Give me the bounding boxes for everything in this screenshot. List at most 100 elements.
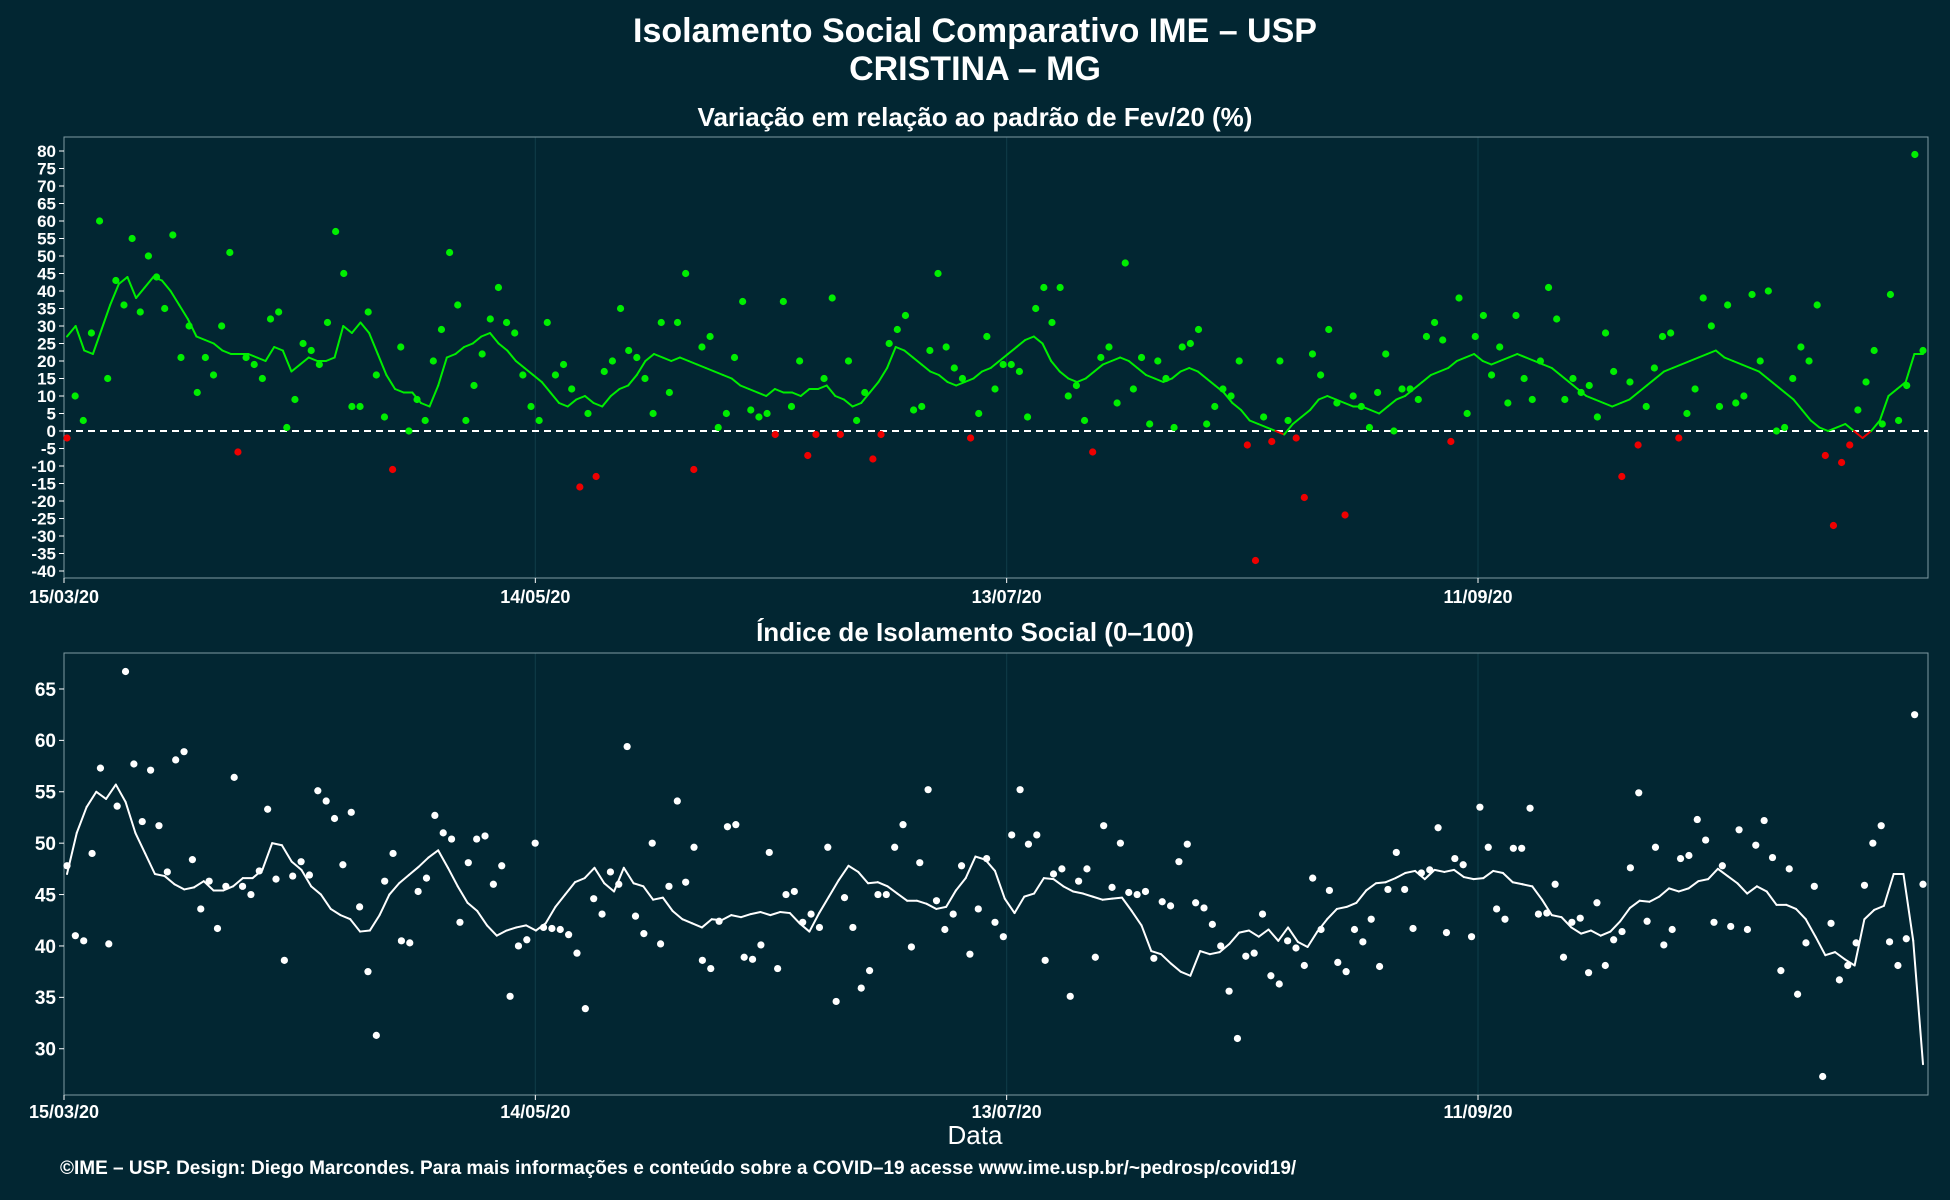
data-point	[949, 910, 957, 918]
data-point	[1258, 910, 1267, 918]
data-point	[1650, 364, 1658, 372]
data-point	[136, 308, 144, 316]
plot-frame	[63, 652, 1929, 1096]
data-point	[1471, 332, 1479, 341]
trend-segment	[974, 855, 987, 861]
data-point	[454, 301, 462, 309]
trend-segment	[876, 881, 889, 888]
trend-segment	[558, 402, 569, 408]
data-point	[1100, 822, 1108, 830]
trend-segment	[963, 377, 975, 383]
data-point	[804, 451, 812, 460]
data-point	[1056, 283, 1064, 292]
trend-segment	[1482, 869, 1495, 880]
trend-segment	[720, 914, 733, 922]
data-point	[1707, 322, 1715, 330]
data-point	[1392, 848, 1400, 857]
data-point	[1501, 915, 1509, 923]
data-point	[1852, 939, 1860, 947]
trend-segment	[532, 374, 543, 383]
data-point	[1390, 427, 1398, 435]
trend-segment	[1287, 926, 1299, 943]
data-point	[790, 887, 798, 896]
data-point	[1089, 448, 1097, 456]
data-point	[1137, 353, 1146, 362]
data-point	[1064, 392, 1072, 400]
trend-segment	[851, 402, 863, 408]
trend-segment	[378, 893, 391, 917]
trend-segment	[1576, 388, 1588, 397]
trend-segment	[730, 914, 743, 919]
data-point	[238, 882, 247, 890]
y-tick-label: 75	[37, 160, 56, 179]
trend-segment	[911, 356, 923, 366]
y-tick-label: 65	[35, 680, 57, 701]
trend-segment	[868, 381, 880, 394]
data-point	[322, 797, 330, 805]
trend-segment	[1257, 423, 1268, 429]
trend-segment	[350, 321, 362, 334]
data-point	[1325, 886, 1334, 895]
trend-segment	[1755, 885, 1768, 893]
y-tick-label: 20	[37, 352, 56, 371]
trend-segment	[1453, 868, 1465, 879]
data-point	[1886, 290, 1895, 299]
data-point	[332, 227, 340, 236]
data-point	[1284, 937, 1292, 945]
data-point	[600, 367, 608, 376]
data-point	[1844, 961, 1852, 970]
data-point	[104, 374, 112, 383]
data-point	[559, 360, 568, 369]
data-point	[1568, 918, 1576, 926]
trend-segment	[730, 377, 742, 387]
y-tick-label: 15	[37, 370, 56, 389]
data-point	[1710, 918, 1718, 926]
trend-segment	[945, 889, 957, 908]
data-point	[1544, 283, 1553, 292]
data-point	[1827, 919, 1835, 927]
data-point	[1819, 1072, 1827, 1081]
data-point	[105, 940, 113, 948]
x-tick-label: 13/07/20	[972, 1102, 1042, 1122]
trend-segment	[1433, 868, 1446, 873]
data-point	[1869, 839, 1877, 847]
trend-segment	[342, 325, 353, 334]
trend-segment	[554, 893, 567, 908]
trend-segment	[95, 790, 108, 800]
data-point	[548, 924, 556, 933]
trend-segment	[514, 360, 526, 369]
trend-segment	[540, 381, 552, 394]
data-point	[1146, 420, 1154, 428]
trend-segment	[877, 367, 889, 383]
data-point	[456, 918, 464, 926]
trend-segment	[75, 806, 88, 834]
trend-segment	[525, 924, 537, 932]
trend-segment	[847, 864, 860, 873]
data-point	[79, 416, 87, 425]
data-point	[869, 455, 877, 463]
trend-segment	[232, 877, 244, 888]
data-point	[1634, 441, 1642, 449]
trend-segment	[114, 783, 127, 804]
y-tick-label: 45	[35, 885, 57, 906]
data-point	[1543, 909, 1551, 917]
data-point	[1121, 259, 1129, 267]
trend-segment	[1714, 349, 1726, 359]
data-point	[1553, 315, 1561, 323]
data-point	[1048, 318, 1056, 327]
data-point	[1667, 329, 1675, 337]
trend-segment	[1120, 896, 1133, 913]
trend-segment	[105, 783, 117, 800]
data-point	[514, 942, 523, 950]
data-point	[1752, 841, 1760, 849]
trend-segment	[1619, 398, 1631, 404]
trend-segment	[1110, 356, 1122, 362]
trend-segment	[817, 384, 828, 390]
data-point	[1341, 511, 1349, 519]
y-tick-label: 45	[37, 265, 56, 284]
trend-segment	[1101, 897, 1114, 901]
trend-segment	[1196, 370, 1208, 380]
trend-segment	[1736, 882, 1749, 895]
data-point	[314, 787, 322, 795]
data-point	[957, 862, 966, 870]
